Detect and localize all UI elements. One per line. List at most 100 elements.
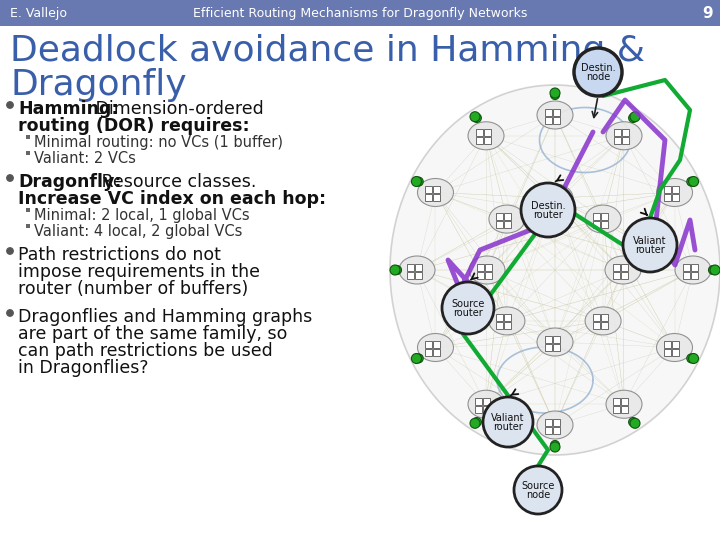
Text: Valiant: 2 VCs: Valiant: 2 VCs [34, 151, 136, 166]
Bar [407, 272, 413, 279]
Ellipse shape [399, 256, 435, 284]
Text: routing (DOR) requires:: routing (DOR) requires: [18, 117, 250, 135]
Circle shape [629, 417, 638, 427]
Text: Dragonfly:: Dragonfly: [18, 173, 122, 191]
Text: Valiant: Valiant [634, 236, 667, 246]
Circle shape [6, 175, 13, 181]
Text: router: router [635, 245, 665, 255]
Bar [425, 194, 432, 201]
Text: Deadlock avoidance in Hamming &: Deadlock avoidance in Hamming & [10, 34, 645, 68]
Text: Hamming:: Hamming: [18, 100, 119, 118]
Bar [552, 199, 559, 206]
Circle shape [551, 441, 559, 449]
Text: Source: Source [451, 299, 485, 309]
Text: Destin.: Destin. [581, 63, 616, 73]
Text: are part of the same family, so: are part of the same family, so [18, 325, 287, 343]
Ellipse shape [585, 307, 621, 335]
Bar [505, 322, 511, 329]
Bar [664, 194, 671, 201]
Bar [613, 272, 619, 279]
Bar [672, 349, 679, 356]
Bar [593, 322, 600, 329]
Ellipse shape [468, 122, 504, 150]
Bar [621, 406, 629, 413]
Bar [544, 427, 552, 434]
Bar [433, 194, 440, 201]
Bar [0, 0, 720, 26]
Text: Valiant: Valiant [491, 413, 525, 423]
Circle shape [472, 113, 482, 123]
Circle shape [688, 354, 698, 363]
Bar [425, 341, 432, 348]
Bar [621, 398, 629, 405]
Text: impose requirements in the: impose requirements in the [18, 263, 260, 281]
Bar [484, 398, 490, 405]
Bar [496, 314, 503, 321]
Circle shape [483, 397, 533, 447]
Ellipse shape [390, 85, 720, 455]
Circle shape [687, 354, 696, 363]
Bar [593, 220, 600, 227]
Bar [621, 264, 628, 271]
Text: can path restrictions be used: can path restrictions be used [18, 342, 273, 360]
Bar [496, 213, 503, 220]
Bar [672, 341, 679, 348]
Text: Minimal: 2 local, 1 global VCs: Minimal: 2 local, 1 global VCs [34, 208, 250, 223]
Text: Dragonfly: Dragonfly [10, 68, 186, 102]
Text: router: router [453, 308, 483, 318]
Circle shape [6, 248, 13, 254]
Circle shape [630, 418, 640, 428]
Text: Dragonflies and Hamming graphs: Dragonflies and Hamming graphs [18, 308, 312, 326]
Ellipse shape [657, 179, 693, 206]
Bar [475, 137, 482, 144]
Circle shape [411, 177, 421, 186]
Bar [26, 135, 30, 139]
Bar [552, 117, 559, 124]
Circle shape [390, 265, 400, 275]
Ellipse shape [418, 179, 454, 206]
Bar [544, 192, 552, 199]
Bar [683, 272, 690, 279]
Bar [683, 264, 690, 271]
Bar [613, 406, 621, 413]
Circle shape [470, 418, 480, 428]
Text: router (number of buffers): router (number of buffers) [18, 280, 248, 298]
Bar [544, 117, 552, 124]
Bar [407, 264, 413, 271]
Bar [477, 264, 484, 271]
Circle shape [470, 112, 480, 122]
Bar [613, 264, 619, 271]
Circle shape [623, 218, 677, 272]
Bar [664, 349, 671, 356]
Text: Minimal routing: no VCs (1 buffer): Minimal routing: no VCs (1 buffer) [34, 135, 283, 150]
Circle shape [574, 48, 622, 96]
Bar [621, 129, 629, 136]
Bar [484, 137, 490, 144]
Ellipse shape [537, 101, 573, 129]
Circle shape [514, 466, 562, 514]
Circle shape [630, 112, 640, 122]
Bar [496, 322, 503, 329]
Ellipse shape [489, 307, 525, 335]
Circle shape [411, 354, 421, 363]
Text: Destin.: Destin. [531, 201, 565, 211]
Bar [544, 199, 552, 206]
Ellipse shape [606, 390, 642, 418]
Bar [544, 109, 552, 116]
Bar [600, 314, 608, 321]
Bar [613, 129, 621, 136]
Bar [26, 224, 30, 228]
Bar [600, 213, 608, 220]
Bar [552, 418, 559, 426]
Text: in Dragonflies?: in Dragonflies? [18, 359, 148, 377]
Circle shape [521, 183, 575, 237]
Text: 9: 9 [703, 5, 714, 21]
Bar [26, 208, 30, 212]
Ellipse shape [605, 256, 641, 284]
Bar [433, 341, 440, 348]
Circle shape [708, 266, 718, 274]
Circle shape [442, 282, 494, 334]
Bar [621, 272, 628, 279]
Circle shape [414, 177, 423, 186]
Circle shape [414, 354, 423, 363]
